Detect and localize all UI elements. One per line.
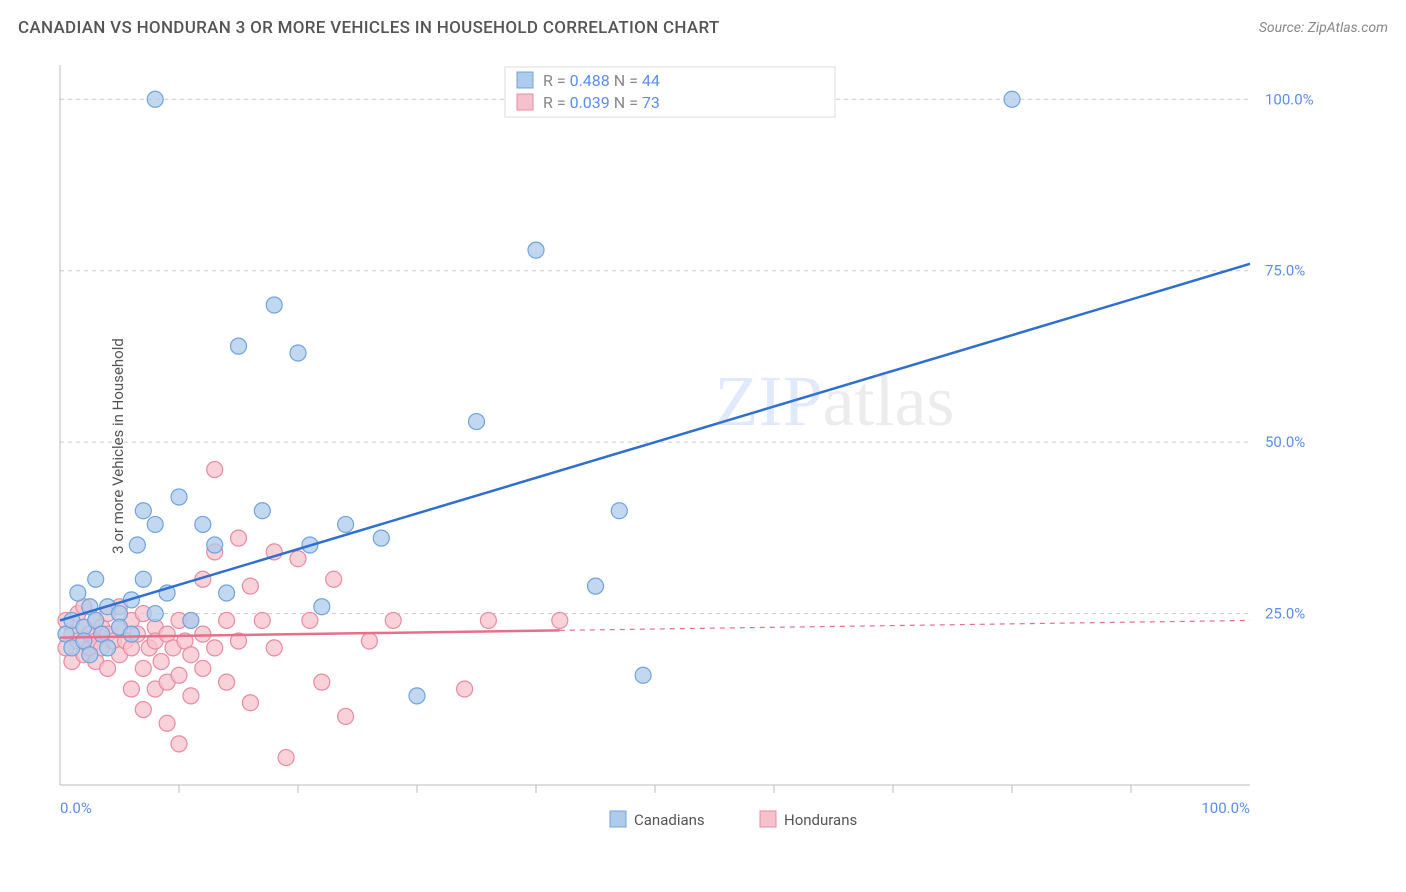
legend-label: Canadians (634, 811, 705, 829)
data-point (254, 612, 270, 628)
data-point (314, 599, 330, 615)
legend-swatch (517, 72, 533, 88)
data-point (290, 551, 306, 567)
data-point (100, 640, 116, 656)
data-point (183, 612, 199, 628)
data-point (588, 578, 604, 594)
data-point (135, 660, 151, 676)
data-point (278, 750, 294, 766)
data-point (207, 462, 223, 478)
data-point (135, 503, 151, 519)
data-point (207, 640, 223, 656)
data-point (231, 338, 247, 354)
data-point (338, 516, 354, 532)
data-point (219, 612, 235, 628)
data-point (147, 606, 163, 622)
scatter-plot: 25.0% 50.0% 75.0% 100.0% 0.0% 100.0% ZIPatlas R… (50, 55, 1340, 835)
data-point (409, 688, 425, 704)
data-point (373, 530, 389, 546)
data-point (242, 578, 258, 594)
x-tick-label: 0.0% (60, 799, 92, 817)
data-point (254, 503, 270, 519)
data-point (242, 695, 258, 711)
legend-swatch (517, 94, 533, 110)
data-point (219, 674, 235, 690)
legend-stats: R = 0.488 N = 44 (543, 71, 660, 90)
y-tick-label: 100.0% (1265, 90, 1314, 108)
trend-line-extrapolated (560, 620, 1250, 630)
y-tick-label: 75.0% (1265, 262, 1305, 280)
data-point (302, 612, 318, 628)
data-point (88, 571, 104, 587)
data-point (135, 571, 151, 587)
watermark: ZIPatlas (715, 361, 955, 441)
data-point (361, 633, 377, 649)
data-point (290, 345, 306, 361)
data-point (469, 414, 485, 430)
data-point (1004, 91, 1020, 107)
data-point (123, 681, 139, 697)
data-point (457, 681, 473, 697)
data-point (195, 516, 211, 532)
legend-swatch (610, 811, 626, 827)
legend-swatch (760, 811, 776, 827)
y-tick-label: 25.0% (1265, 605, 1305, 623)
data-point (82, 647, 98, 663)
data-point (159, 715, 175, 731)
data-point (552, 612, 568, 628)
data-point (153, 654, 169, 670)
data-point (314, 674, 330, 690)
data-point (480, 612, 496, 628)
data-point (123, 626, 139, 642)
data-point (147, 516, 163, 532)
data-point (195, 626, 211, 642)
data-point (611, 503, 627, 519)
data-point (100, 660, 116, 676)
data-point (147, 91, 163, 107)
data-point (231, 530, 247, 546)
data-point (219, 585, 235, 601)
data-point (70, 585, 86, 601)
data-point (183, 647, 199, 663)
y-tick-label: 50.0% (1265, 433, 1305, 451)
data-point (195, 660, 211, 676)
data-point (183, 688, 199, 704)
legend-label: Hondurans (784, 811, 857, 829)
legend-stats: R = 0.039 N = 73 (543, 93, 660, 112)
data-point (171, 736, 187, 752)
data-point (171, 667, 187, 683)
data-point (266, 297, 282, 313)
x-tick-label: 100.0% (1201, 799, 1250, 817)
data-point (528, 242, 544, 258)
chart-title: CANADIAN VS HONDURAN 3 OR MORE VEHICLES … (18, 18, 720, 38)
data-point (338, 708, 354, 724)
data-point (266, 640, 282, 656)
data-point (135, 702, 151, 718)
data-point (129, 537, 145, 553)
data-point (635, 667, 651, 683)
data-point (207, 537, 223, 553)
data-point (171, 489, 187, 505)
data-point (326, 571, 342, 587)
data-point (385, 612, 401, 628)
source-attribution: Source: ZipAtlas.com (1259, 20, 1388, 36)
